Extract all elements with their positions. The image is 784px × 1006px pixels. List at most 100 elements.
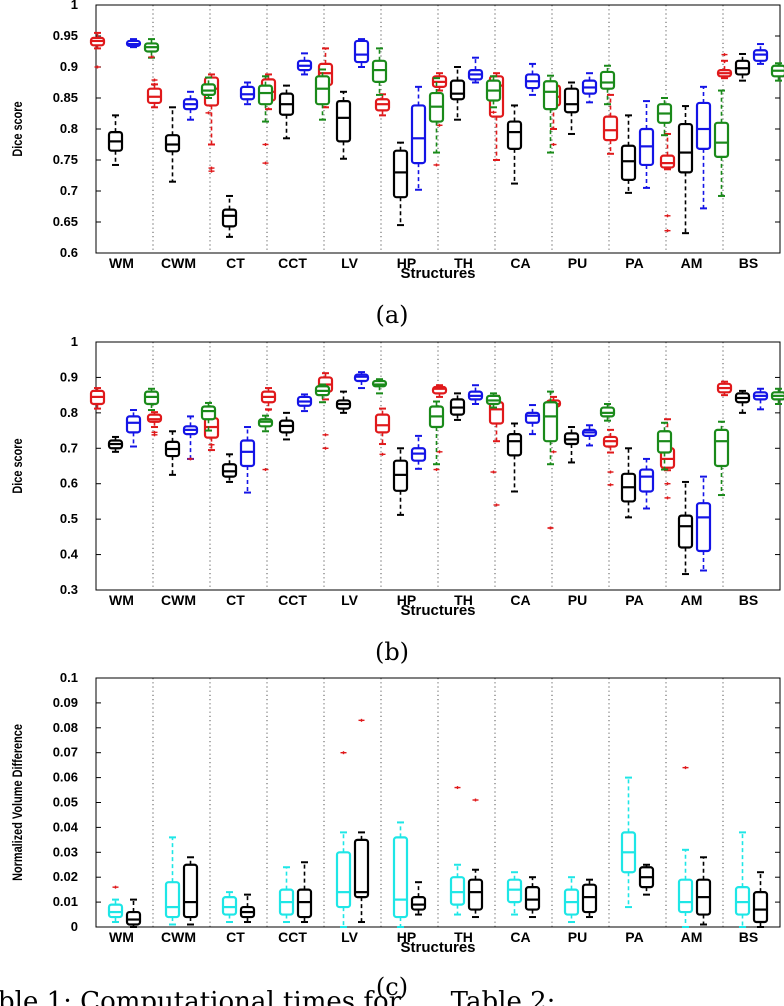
box-am-s2 <box>695 85 712 210</box>
x-tick-label: BS <box>739 929 758 945</box>
box-iqr <box>581 883 598 914</box>
box-pu-s2 <box>581 424 598 447</box>
box-ct-s0 <box>221 891 238 924</box>
box-am-s1 <box>677 105 694 235</box>
y-tick-label: 0.95 <box>53 28 78 43</box>
box-iqr <box>734 886 751 916</box>
x-tick-label: AM <box>681 255 703 271</box>
box-ca-s0 <box>506 871 523 916</box>
box-cct-s1 <box>278 411 295 441</box>
box-iqr <box>677 878 694 914</box>
y-tick-label: 0.7 <box>60 440 78 455</box>
x-tick-label: TH <box>454 592 473 608</box>
y-tick-label: 0.04 <box>53 819 79 834</box>
x-tick-label: PA <box>625 592 643 608</box>
box-cct-s3 <box>314 383 331 404</box>
y-tick-label: 0.06 <box>53 770 78 785</box>
plot-area <box>95 677 781 928</box>
x-tick-label: CT <box>226 592 245 608</box>
box-pu-s3 <box>599 403 616 422</box>
box-iqr <box>524 886 541 911</box>
box-th-s3 <box>485 75 502 114</box>
box-bs-s2 <box>752 43 769 65</box>
x-tick-label: PU <box>568 255 587 271</box>
box-lv-s1 <box>335 90 352 160</box>
box-am-s0 <box>659 132 676 233</box>
x-tick-label: HP <box>397 929 416 945</box>
box-iqr <box>371 59 388 83</box>
box-iqr <box>335 851 352 909</box>
box-hp-s3 <box>428 400 445 472</box>
box-iqr <box>353 838 370 899</box>
y-axis-label: Normalized Volume Difference <box>10 724 26 881</box>
box-am-s1 <box>677 480 694 576</box>
box-iqr <box>392 836 409 919</box>
box-bs-s1 <box>734 52 751 82</box>
box-bs-s3 <box>770 387 784 405</box>
x-axis-label: Structures <box>400 265 475 282</box>
box-th-s3 <box>485 392 502 474</box>
x-axis-label: Structures <box>400 602 475 619</box>
box-ct-s1 <box>239 893 256 924</box>
x-tick-label: HP <box>397 592 416 608</box>
box-hp-s1 <box>392 447 409 516</box>
y-tick-label: 0.1 <box>60 670 78 685</box>
box-pa-s3 <box>656 97 673 137</box>
box-iqr <box>314 75 331 106</box>
x-tick-label: BS <box>739 255 758 271</box>
box-th-s1 <box>467 798 484 919</box>
box-ct-s3 <box>257 75 274 165</box>
box-wm-s1 <box>107 435 124 453</box>
box-iqr <box>677 122 694 174</box>
box-iqr <box>599 70 616 90</box>
box-iqr <box>713 121 730 159</box>
box-iqr <box>221 208 238 228</box>
box-pa-s1 <box>620 447 637 519</box>
box-iqr <box>506 433 523 457</box>
box-lv-s0 <box>335 751 352 928</box>
y-tick-label: 0.02 <box>53 869 78 884</box>
box-iqr <box>752 891 769 924</box>
box-iqr <box>524 411 541 424</box>
box-lv-s1 <box>353 718 370 924</box>
x-tick-label: WM <box>109 929 134 945</box>
box-pa-s1 <box>620 114 637 194</box>
box-iqr <box>335 99 352 143</box>
box-iqr <box>506 878 523 904</box>
box-bs-s2 <box>752 387 769 411</box>
box-pa-s0 <box>602 428 619 487</box>
box-iqr <box>410 104 427 165</box>
x-tick-label: WM <box>109 592 134 608</box>
box-cwm-s0 <box>164 836 181 926</box>
box-pu-s1 <box>563 81 580 135</box>
panel-b: 0.3 0.4 0.5 0.6 0.7 0.8 0.9 1 WM CWM CT CCT LV HP TH CA… <box>10 334 784 619</box>
box-hp-s1 <box>392 141 409 227</box>
box-iqr <box>695 101 712 150</box>
box-cwm-s3 <box>200 76 217 115</box>
box-wm-s3 <box>143 38 160 59</box>
box-iqr <box>182 863 199 919</box>
box-iqr <box>677 514 694 549</box>
box-iqr <box>542 80 559 111</box>
box-cwm-s2 <box>182 90 199 121</box>
panel-a: 0.6 0.65 0.7 0.75 0.8 0.85 0.9 0.95 1 WM CWM CT CCT L… <box>10 0 784 282</box>
box-bs-s0 <box>716 53 733 80</box>
box-wm-s2 <box>125 409 142 448</box>
box-ca-s1 <box>506 104 523 185</box>
y-tick-label: 0.65 <box>53 214 78 229</box>
x-tick-label: CWM <box>161 592 196 608</box>
x-tick-label: LV <box>341 255 359 271</box>
box-iqr <box>257 84 274 106</box>
box-pu-s1 <box>581 878 598 919</box>
box-ct-s3 <box>257 414 274 472</box>
box-ca-s0 <box>488 394 505 507</box>
box-cct-s3 <box>314 68 331 121</box>
box-wm-s0 <box>89 387 106 410</box>
box-bs-s1 <box>752 871 769 928</box>
x-tick-label: CCT <box>278 255 307 271</box>
x-tick-label: CA <box>510 929 530 945</box>
box-lv-s1 <box>335 390 352 414</box>
y-tick-label: 0.3 <box>60 582 78 597</box>
box-cct-s0 <box>278 866 295 924</box>
y-axis-label: Dice score <box>10 101 26 156</box>
